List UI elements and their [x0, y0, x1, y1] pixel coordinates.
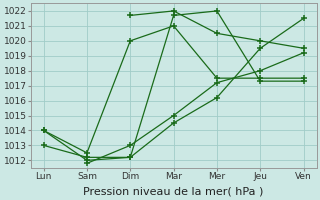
X-axis label: Pression niveau de la mer( hPa ): Pression niveau de la mer( hPa ) [84, 187, 264, 197]
